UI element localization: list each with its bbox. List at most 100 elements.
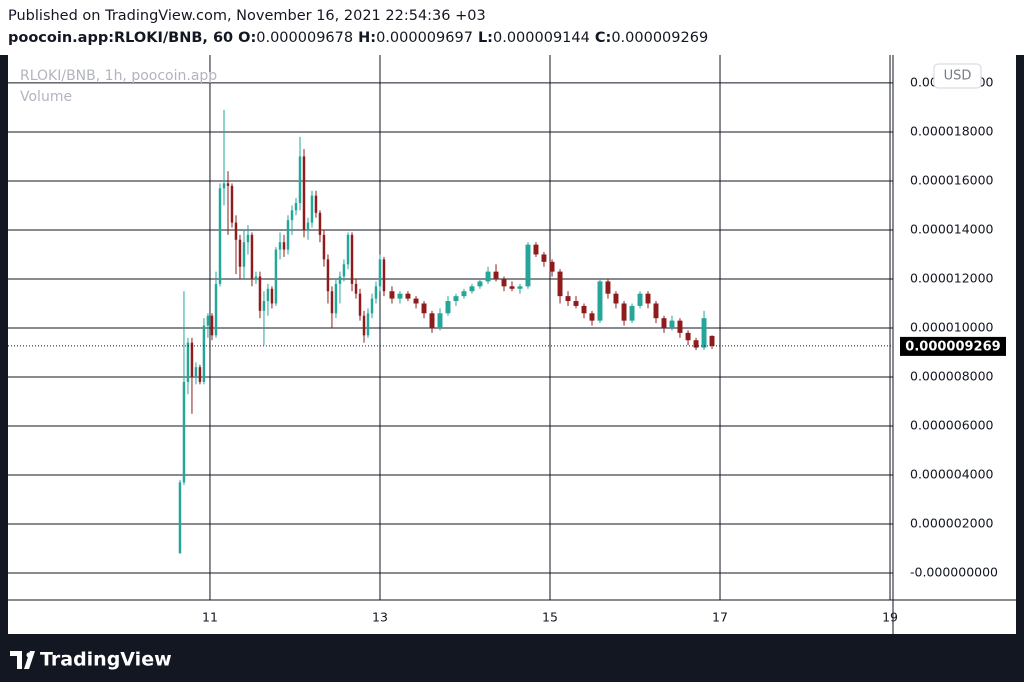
candle-body bbox=[306, 222, 310, 230]
candle-body bbox=[685, 332, 691, 341]
candle-body bbox=[282, 242, 286, 250]
candle-body bbox=[274, 249, 278, 304]
candle-body bbox=[210, 315, 214, 336]
candle-body bbox=[661, 318, 667, 328]
ohlc-label: C: bbox=[595, 30, 611, 46]
candle-body bbox=[254, 276, 258, 279]
candle-body bbox=[509, 286, 515, 289]
candle-body bbox=[589, 313, 595, 321]
ohlc-value: 0.000009269 bbox=[611, 30, 708, 46]
candle-body bbox=[206, 315, 210, 326]
candle-body bbox=[334, 283, 338, 314]
candle-body bbox=[378, 259, 382, 287]
last-price-label: 0.000009269 bbox=[905, 339, 1000, 354]
candle-body bbox=[621, 303, 627, 321]
candle-body bbox=[370, 298, 374, 314]
y-tick-label: 0.000010000 bbox=[910, 319, 994, 334]
candle-body bbox=[581, 305, 587, 314]
brand-logo bbox=[10, 651, 35, 669]
candle-body bbox=[437, 313, 443, 328]
y-tick-label: 0.000014000 bbox=[910, 221, 994, 236]
published-note: Published on TradingView.com, November 1… bbox=[8, 8, 486, 24]
ohlc-value: 0.000009697 bbox=[376, 30, 473, 46]
logo-dot bbox=[26, 652, 32, 658]
candle-body bbox=[314, 195, 318, 213]
candle-body bbox=[613, 293, 619, 304]
candle-body bbox=[222, 183, 226, 189]
candle-body bbox=[326, 259, 330, 292]
candle-body bbox=[485, 271, 491, 282]
ohlc-value: 0.000009678 bbox=[256, 30, 353, 46]
candle-body bbox=[338, 276, 342, 284]
candle-body bbox=[350, 234, 354, 284]
candle-body bbox=[198, 367, 202, 382]
x-tick-label: 11 bbox=[202, 610, 218, 625]
candle-body bbox=[214, 283, 218, 336]
candle-body bbox=[389, 291, 395, 299]
y-tick-label: 0.000016000 bbox=[910, 172, 994, 187]
ohlc-label: H: bbox=[358, 30, 376, 46]
x-tick-label: 15 bbox=[542, 610, 558, 625]
candle-body bbox=[250, 234, 254, 279]
candle-body bbox=[342, 264, 346, 277]
candle-body bbox=[557, 271, 563, 297]
candle-body bbox=[565, 296, 571, 302]
symbol-line: poocoin.app:RLOKI/BNB, 60 O:0.000009678 H:… bbox=[8, 30, 708, 46]
candle-body bbox=[637, 293, 643, 306]
candle-body bbox=[477, 281, 483, 287]
candle-body bbox=[453, 296, 459, 302]
candle-body bbox=[194, 367, 198, 378]
candle-body bbox=[298, 156, 302, 204]
candle-body bbox=[366, 313, 370, 336]
candle-body bbox=[278, 242, 282, 250]
candle-body bbox=[190, 342, 194, 378]
candle-body bbox=[186, 342, 190, 382]
candle-body bbox=[405, 293, 411, 299]
currency-button[interactable] bbox=[933, 63, 982, 89]
candle-body bbox=[290, 210, 294, 221]
overlay: 0.000009269 bbox=[8, 336, 1006, 356]
chart-panel bbox=[8, 55, 1016, 634]
candle-body bbox=[653, 303, 659, 319]
legend-volume: Volume bbox=[20, 89, 72, 105]
candle-body bbox=[230, 185, 234, 223]
candle-body bbox=[669, 320, 675, 328]
candle-body bbox=[318, 212, 322, 235]
candle-body bbox=[573, 301, 579, 306]
candle-body bbox=[362, 315, 366, 336]
y-tick-label: 0.000004000 bbox=[910, 467, 994, 482]
candle-body bbox=[202, 325, 206, 382]
candle-body bbox=[242, 242, 246, 267]
candle-body bbox=[525, 244, 531, 287]
y-tick-label: 0.000012000 bbox=[910, 270, 994, 285]
candle-body bbox=[226, 183, 230, 186]
candle-body bbox=[382, 259, 386, 292]
candle-body bbox=[549, 261, 555, 272]
candle-body bbox=[234, 222, 238, 240]
candle-body bbox=[693, 340, 699, 348]
candle-body bbox=[501, 278, 507, 287]
candle-body bbox=[322, 234, 326, 260]
y-tick-label: 0.000006000 bbox=[910, 418, 994, 433]
candle-body bbox=[286, 220, 290, 250]
currency-label[interactable]: USD bbox=[944, 69, 972, 84]
candle-body bbox=[709, 335, 715, 346]
y-tick-label: 0.000002000 bbox=[910, 516, 994, 531]
candle-body bbox=[302, 156, 306, 230]
candle-body bbox=[429, 313, 435, 328]
legend-symbol: RLOKI/BNB, 1h, poocoin.app bbox=[20, 68, 217, 84]
candle-body bbox=[461, 291, 467, 297]
candle-body bbox=[701, 318, 707, 348]
candle-body bbox=[178, 482, 182, 554]
candle-body bbox=[266, 288, 270, 302]
candle-body bbox=[677, 320, 683, 333]
candle-body bbox=[445, 301, 451, 314]
brand-name: TradingView bbox=[40, 649, 172, 671]
candle-body bbox=[294, 203, 298, 211]
y-tick-label: 0.000018000 bbox=[910, 123, 994, 138]
y-tick-label: 0.000008000 bbox=[910, 369, 994, 384]
candle-body bbox=[374, 286, 378, 299]
candle-body bbox=[346, 234, 350, 265]
candle-body bbox=[218, 188, 222, 284]
